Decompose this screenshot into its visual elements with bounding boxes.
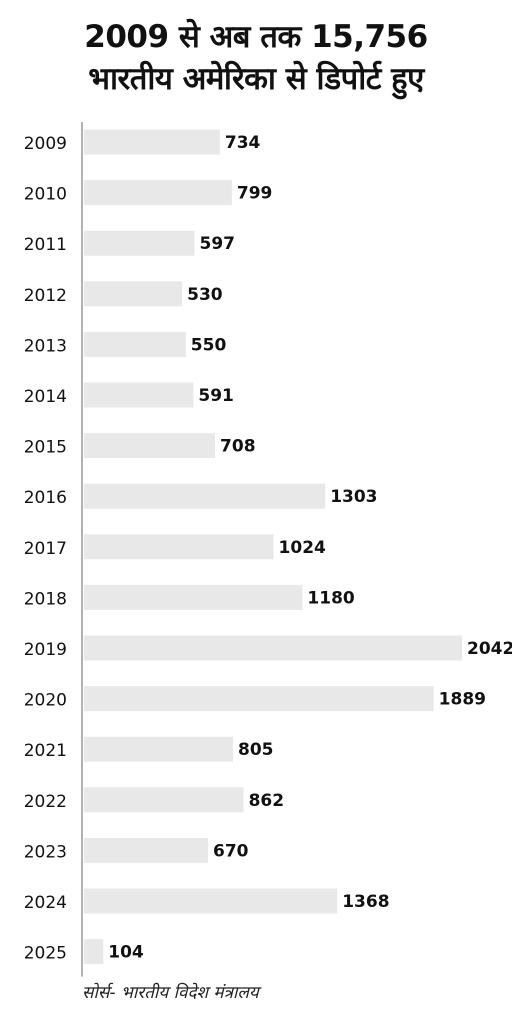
value-label-2016: 1303 [330, 487, 377, 507]
bar-2021 [84, 736, 234, 762]
value-label-2011: 597 [200, 234, 236, 254]
value-label-2022: 862 [249, 791, 284, 811]
tick-label-2025: 2025 [24, 944, 67, 964]
bar-2011 [84, 230, 195, 256]
bar-2015 [84, 433, 216, 459]
tick-label-2015: 2015 [24, 438, 67, 458]
tick-label-2013: 2013 [24, 336, 67, 356]
bar-2020 [84, 686, 434, 712]
tick-label-2024: 2024 [24, 893, 67, 913]
bar-2016 [84, 483, 326, 509]
tick-label-2018: 2018 [24, 589, 67, 609]
bar-2013 [84, 331, 186, 357]
value-label-2015: 708 [220, 437, 256, 457]
tick-label-2011: 2011 [24, 235, 67, 255]
tick-label-2014: 2014 [24, 387, 67, 407]
tick-label-2019: 2019 [24, 640, 67, 660]
value-label-2020: 1889 [439, 690, 486, 710]
tick-label-2010: 2010 [24, 185, 67, 205]
value-label-2012: 530 [187, 285, 223, 305]
bar-2019 [84, 635, 462, 661]
value-label-2021: 805 [238, 740, 274, 760]
bar-2018 [84, 584, 303, 610]
value-label-2019: 2042 [467, 639, 512, 659]
value-label-2009: 734 [225, 133, 261, 153]
value-label-2023: 670 [213, 841, 249, 861]
bar-2010 [84, 180, 232, 206]
chart-title: 2009 से अब तक 15,756 भारतीय अमेरिका से ड… [0, 16, 512, 100]
value-label-2024: 1368 [342, 892, 389, 912]
bar-2024 [84, 888, 338, 914]
bar-2009 [84, 129, 220, 155]
tick-label-2023: 2023 [24, 842, 67, 862]
bar-2014 [84, 382, 194, 408]
value-label-2013: 550 [191, 335, 227, 355]
bar-2022 [84, 787, 244, 813]
source-note: सोर्स- भारतीय विदेश मंत्रालय [82, 983, 259, 1003]
tick-label-2009: 2009 [24, 134, 67, 154]
tick-label-2021: 2021 [24, 741, 67, 761]
tick-label-2017: 2017 [24, 539, 67, 559]
tick-label-2020: 2020 [24, 691, 67, 711]
tick-label-2016: 2016 [24, 488, 67, 508]
bar-2012 [84, 281, 183, 307]
value-label-2010: 799 [237, 184, 273, 204]
value-label-2014: 591 [198, 386, 234, 406]
value-label-2018: 1180 [307, 588, 354, 608]
chart-title-line-2: भारतीय अमेरिका से डिपोर्ट हुए [88, 61, 424, 97]
chart-title-line-1: 2009 से अब तक 15,756 [84, 19, 428, 55]
bar-2025 [84, 939, 104, 965]
value-label-2025: 104 [108, 943, 144, 963]
bar-2017 [84, 534, 274, 560]
value-label-2017: 1024 [279, 538, 326, 558]
tick-label-2012: 2012 [24, 286, 67, 306]
tick-label-2022: 2022 [24, 792, 67, 812]
bar-2023 [84, 837, 209, 863]
